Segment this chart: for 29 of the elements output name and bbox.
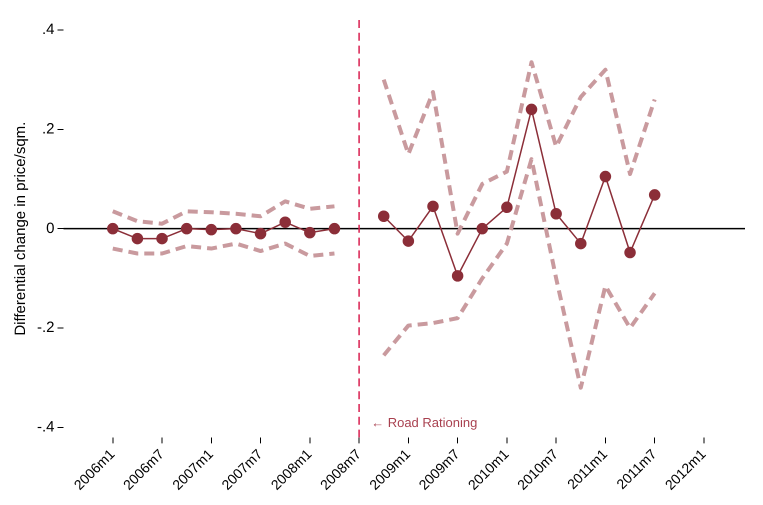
point bbox=[501, 202, 513, 214]
point bbox=[648, 189, 660, 201]
point bbox=[304, 226, 316, 238]
point bbox=[206, 224, 218, 236]
point bbox=[180, 222, 192, 234]
point bbox=[427, 200, 439, 212]
point bbox=[107, 222, 119, 234]
point bbox=[452, 270, 464, 282]
point bbox=[378, 210, 390, 222]
y-tick-label: 0 bbox=[46, 220, 55, 237]
point bbox=[132, 232, 144, 244]
point bbox=[156, 232, 168, 244]
y-tick-label: -.4 bbox=[36, 418, 55, 436]
y-axis-title: Differential change in price/sqm. bbox=[12, 122, 30, 336]
point bbox=[476, 222, 488, 234]
point bbox=[550, 208, 562, 220]
point bbox=[526, 104, 538, 116]
point bbox=[279, 216, 291, 228]
point bbox=[230, 222, 242, 234]
y-tick-label: .2 bbox=[42, 120, 55, 138]
point bbox=[254, 228, 266, 240]
y-tick-label: -.2 bbox=[36, 319, 55, 336]
point bbox=[600, 170, 612, 182]
point bbox=[328, 222, 340, 234]
point bbox=[624, 246, 636, 258]
y-tick-label: .4 bbox=[42, 21, 55, 38]
point bbox=[402, 235, 414, 247]
ref-line-label: ← Road Rationing bbox=[371, 414, 478, 430]
point bbox=[575, 238, 587, 250]
